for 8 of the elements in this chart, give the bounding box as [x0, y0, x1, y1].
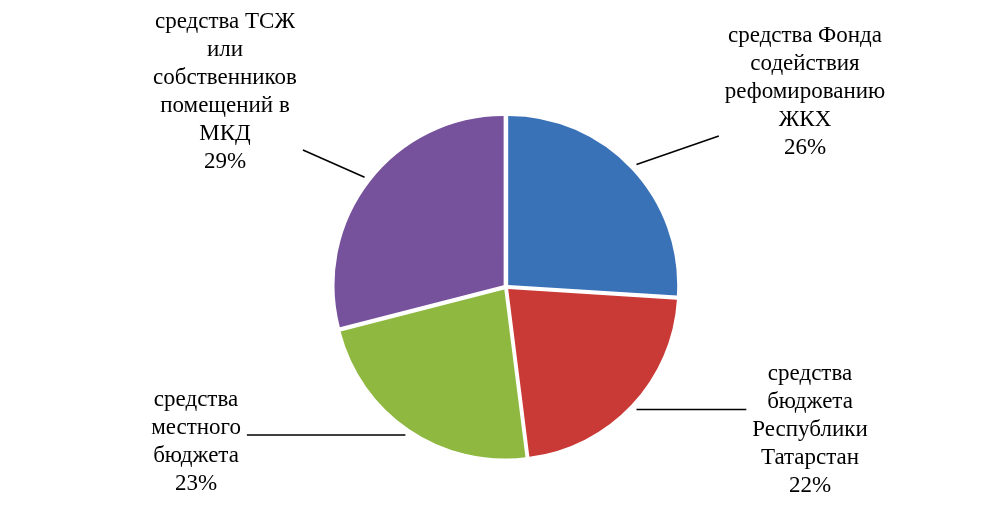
- slice-label: средства бюджета Республики Татарстан: [752, 359, 868, 469]
- data-label: 23%: [174, 469, 218, 495]
- data-label: 22%: [788, 471, 832, 497]
- data-label: 26%: [783, 133, 827, 159]
- data-label: 29%: [203, 147, 247, 173]
- slice-label: средства местного бюджета: [151, 385, 241, 467]
- slice-label: средства ТСЖ или собственников помещений в МКД: [153, 7, 298, 145]
- slice-label: средства Фонда содействия рефомированию ЖКХ: [724, 21, 886, 131]
